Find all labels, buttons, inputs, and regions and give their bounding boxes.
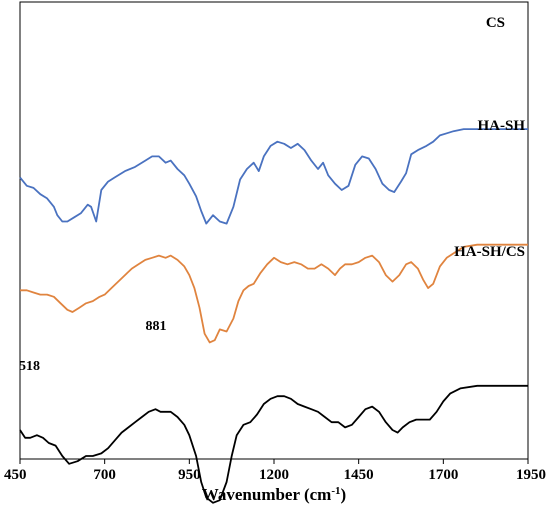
x-tick-label: 700 xyxy=(93,467,116,483)
x-tick-label: 1950 xyxy=(516,467,546,483)
annotation-881: 881 xyxy=(145,319,166,334)
annotation-518: 518 xyxy=(19,359,40,374)
x-axis-title-end: ) xyxy=(341,485,347,504)
series-label-layer: CS HA-SH HA-SH/CS xyxy=(454,15,525,260)
series-line-ha-sh-cs xyxy=(19,384,528,504)
x-tick-label: 950 xyxy=(178,467,201,483)
x-axis-title-sup: -1 xyxy=(331,485,340,497)
x-axis-title: Wavenumber (cm-1) xyxy=(202,485,346,504)
annotation-layer: 881 518 xyxy=(19,319,166,374)
x-tick-layer: 450 700 950 1200 1450 1700 1950 xyxy=(4,459,546,483)
series-line-cs xyxy=(19,128,528,225)
x-tick-label: 450 xyxy=(4,467,27,483)
plot-frame xyxy=(19,1,529,460)
series-line-ha-sh xyxy=(20,243,528,344)
x-tick-label: 1200 xyxy=(259,467,289,483)
x-axis-title-main: Wavenumber (cm xyxy=(202,485,332,504)
series-label-ha-sh-cs: HA-SH/CS xyxy=(454,244,525,260)
series-label-ha-sh: HA-SH xyxy=(477,118,525,134)
x-tick-label: 1450 xyxy=(344,467,374,483)
x-tick-label: 1700 xyxy=(428,467,458,483)
series-layer xyxy=(19,128,528,504)
series-label-cs: CS xyxy=(486,15,505,31)
